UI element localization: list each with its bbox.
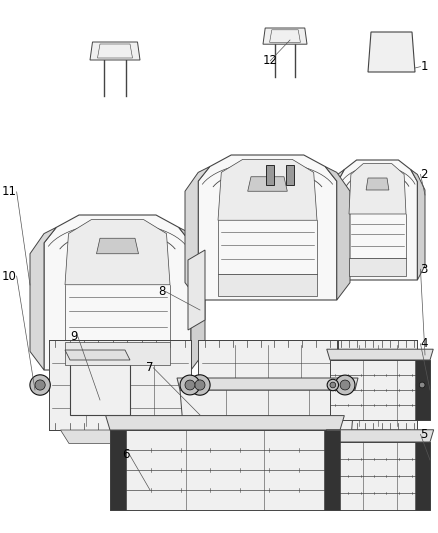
Polygon shape [415,360,430,420]
Polygon shape [338,160,417,280]
Polygon shape [90,42,140,60]
Polygon shape [349,164,406,214]
Polygon shape [349,259,406,277]
Polygon shape [198,155,337,300]
Polygon shape [179,228,205,370]
Circle shape [419,382,425,388]
Polygon shape [248,177,287,191]
Polygon shape [65,220,170,285]
Circle shape [30,375,50,395]
Polygon shape [70,360,130,415]
Circle shape [330,382,336,388]
Text: 6: 6 [122,448,129,461]
Text: 11: 11 [2,185,17,198]
Polygon shape [366,178,389,190]
Polygon shape [30,228,56,370]
Text: 9: 9 [71,330,78,343]
Polygon shape [177,378,358,390]
Text: 5: 5 [420,428,428,441]
Polygon shape [324,430,340,510]
Text: 12: 12 [263,54,278,67]
Polygon shape [65,350,130,360]
Polygon shape [210,430,325,443]
Polygon shape [411,169,425,280]
Polygon shape [326,430,434,442]
Circle shape [195,380,205,390]
Circle shape [190,375,210,395]
Circle shape [185,380,195,390]
Polygon shape [110,430,340,510]
Polygon shape [415,442,430,510]
Polygon shape [60,430,180,443]
Polygon shape [368,32,415,72]
Polygon shape [338,340,417,430]
Polygon shape [188,250,205,330]
Text: 8: 8 [158,285,166,298]
Polygon shape [110,430,126,510]
Text: 3: 3 [420,263,428,276]
Polygon shape [185,167,210,300]
Text: 4: 4 [420,337,428,350]
Polygon shape [327,349,433,360]
Text: 7: 7 [146,361,153,374]
Text: 1: 1 [420,60,428,73]
Polygon shape [286,165,294,185]
Polygon shape [330,442,430,510]
Polygon shape [218,159,317,220]
Polygon shape [49,340,191,430]
Polygon shape [106,416,344,430]
Polygon shape [44,215,191,370]
Polygon shape [65,342,170,365]
Polygon shape [325,167,350,300]
Text: 10: 10 [2,270,17,282]
Polygon shape [344,430,411,443]
Text: 2: 2 [420,168,428,181]
Polygon shape [218,274,317,296]
Polygon shape [266,165,274,185]
Polygon shape [330,360,430,420]
Circle shape [340,380,350,390]
Circle shape [417,379,428,391]
Circle shape [327,379,339,391]
Polygon shape [263,28,307,44]
Circle shape [35,380,45,390]
Circle shape [335,375,355,395]
Polygon shape [198,340,337,430]
Polygon shape [180,390,355,450]
Polygon shape [96,238,138,254]
Circle shape [180,375,200,395]
Polygon shape [330,169,344,280]
